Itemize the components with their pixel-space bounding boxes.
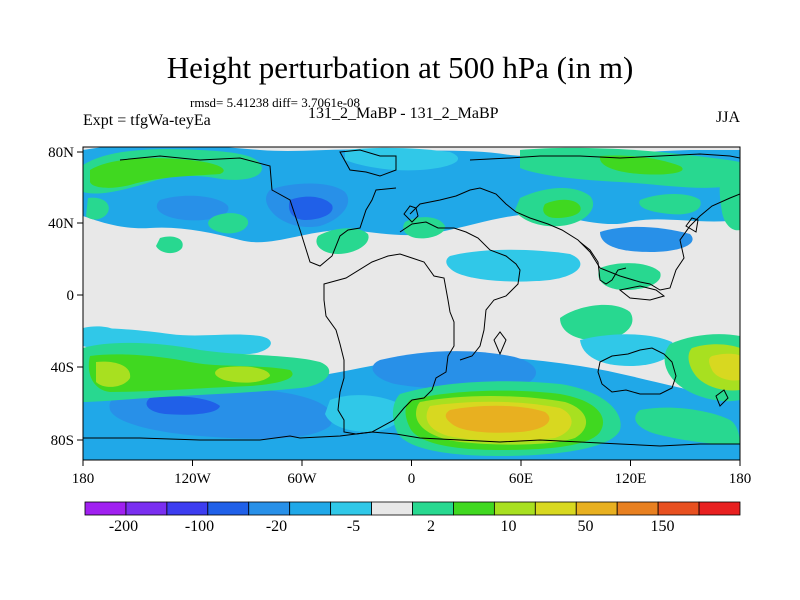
colorbar-label: -20 (266, 518, 287, 535)
contour-green-east-edge (719, 173, 740, 231)
colorbar-swatch (371, 501, 413, 516)
contour-lightblue-south-america (325, 395, 404, 432)
colorbar-swatch (575, 501, 618, 516)
contour-green-west-pacific (156, 236, 183, 254)
coastline-uk (403, 205, 419, 223)
coastline-australia (597, 347, 677, 395)
colorbar-swatch (166, 501, 209, 516)
contour-green-west-atlantic (208, 213, 249, 234)
colorbar-label: -5 (347, 518, 360, 535)
stats-line: rmsd= 5.41238 diff= 3.7061e-08 (190, 95, 361, 110)
coastline-madagascar (493, 331, 507, 356)
lat-label-40n: 40N (48, 216, 74, 232)
coastline-south-america (323, 253, 455, 435)
colorbar-swatch (534, 501, 577, 516)
colorbar-label: -200 (109, 518, 138, 535)
contour-lightgreen-southwest (88, 354, 293, 392)
lat-label-80n: 80N (48, 145, 74, 161)
coastline-north-america (119, 155, 397, 267)
coastline-new-zealand (715, 389, 729, 407)
contour-blue-central-asia (600, 226, 693, 252)
coastline-antarctica (83, 431, 740, 447)
contour-darkblue-atlantic-south (372, 351, 537, 390)
contour-lightgreen-europe (543, 199, 581, 218)
lat-label-40s: 40S (51, 360, 74, 376)
coastline-north-asia (469, 153, 740, 161)
lat-label-80s: 80S (51, 433, 74, 449)
colorbar-labels: -200 -100 -20 -5 2 10 50 150 (109, 518, 675, 535)
colorbar-label: 10 (501, 518, 517, 535)
map-panel (82, 146, 741, 461)
colorbar-label: -100 (185, 518, 214, 535)
coastline-greenland (339, 149, 397, 177)
lat-label-0: 0 (67, 288, 75, 304)
contour-green-south-edge (560, 304, 633, 341)
contour-darkblue-north-pacific (156, 195, 229, 221)
experiment-label: Expt = tfgWa-teyEa (83, 112, 211, 129)
latitude-axis: 80N 40N 0 40S 80S (48, 145, 83, 449)
colorbar-label: 50 (578, 518, 594, 535)
contour-blue-mid-atlantic (446, 249, 581, 282)
contour-green-east-asia-1 (639, 194, 701, 215)
coastline-indonesia (618, 285, 666, 301)
colorbar-swatch (289, 501, 332, 516)
lon-label-180w: 180 (72, 471, 95, 487)
lon-label-60w: 60W (287, 471, 317, 487)
colorbar-swatch (125, 501, 168, 516)
colorbar-swatch (84, 501, 127, 516)
colorbar-swatch (330, 501, 372, 516)
colorbar-swatch (412, 501, 454, 516)
season-label: JJA (715, 109, 740, 126)
colorbar-swatch (698, 501, 741, 516)
contour-yellow-east-south (709, 353, 740, 381)
coastlines (83, 149, 740, 447)
contour-orange-indian-south (445, 405, 550, 433)
colorbar-label: 2 (427, 518, 435, 535)
colorbar-swatch (207, 501, 250, 516)
contour-green-us-east (316, 228, 369, 254)
colorbar (84, 501, 741, 516)
colorbar-swatch (453, 501, 495, 516)
coastline-africa (399, 221, 521, 361)
contour-yellowgreen-south-pacific (215, 366, 270, 383)
lon-label-0: 0 (408, 471, 416, 487)
contour-blue-australia-south (580, 334, 674, 366)
colorbar-label: 150 (651, 518, 675, 535)
contour-fill (83, 147, 740, 460)
longitude-axis: 180 120W 60W 0 60E 120E 180 (72, 460, 752, 487)
contour-green-eastern-pacific (86, 197, 109, 220)
contour-deepblue-south-pacific (146, 396, 220, 415)
plot-title: Height perturbation at 500 hPa (in m) (166, 50, 634, 85)
contour-lightblue-west-south (83, 326, 118, 340)
coastline-japan (685, 217, 699, 233)
contour-lightgreen-northwest (90, 158, 224, 188)
contour-yellowgreen-southwest (96, 361, 131, 387)
colorbar-swatch (616, 501, 659, 516)
comparison-label: 131_2_MaBP - 131_2_MaBP (308, 105, 499, 122)
colorbar-swatch (493, 501, 536, 516)
lon-label-180e: 180 (729, 471, 752, 487)
contour-green-iberia (403, 217, 446, 239)
coastline-eurasia (409, 187, 740, 291)
contour-green-southeast-pacific (635, 407, 740, 445)
contour-deepblue-north-america (288, 196, 333, 220)
contour-lightgreen-northeast (599, 155, 683, 175)
lon-label-120w: 120W (174, 471, 212, 487)
lon-label-60e: 60E (509, 471, 533, 487)
colorbar-swatch (657, 501, 700, 516)
colorbar-swatch (248, 501, 291, 516)
lon-label-120e: 120E (615, 471, 647, 487)
coastline-india (579, 241, 627, 285)
